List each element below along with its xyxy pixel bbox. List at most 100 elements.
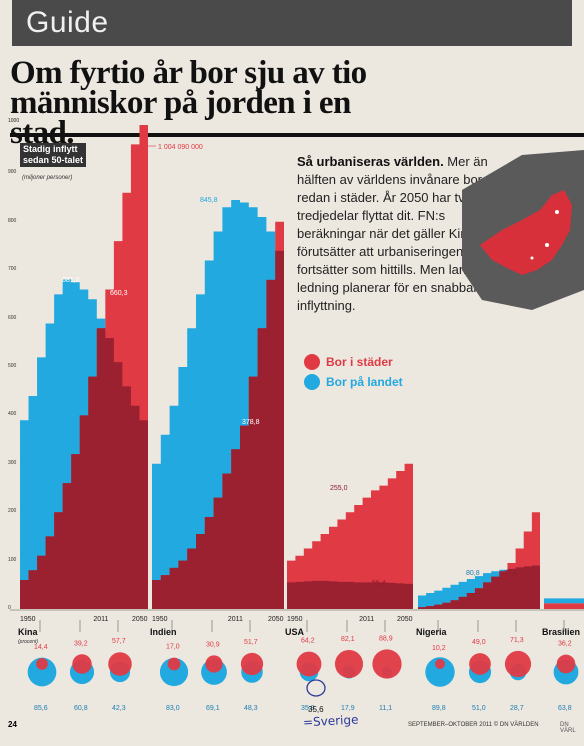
urban-share-bubble (167, 657, 181, 671)
kina-rural-peak-label: 681,0 (62, 277, 80, 284)
urban-share-label: 39,2 (74, 640, 88, 647)
rural-share-bubble (159, 657, 189, 687)
rural-share-label: 69,1 (206, 705, 220, 712)
rural-share-label: 28,7 (510, 705, 524, 712)
legend-rural: Bor på landet (304, 374, 403, 390)
urban-share-label: 30,9 (206, 641, 220, 648)
nigeria-urban-label: 77,6 (504, 570, 518, 577)
rural-share-bubble (425, 657, 455, 687)
country-label-brasilien: Brasilien (542, 627, 580, 637)
rural-share-label: 60,8 (74, 705, 88, 712)
country-label-indien: Indien (150, 627, 177, 637)
urban-share-bubble (469, 653, 491, 675)
footer-date: SEPTEMBER–OKTOBER 2011 © DN VÄRLDEN (408, 722, 539, 728)
urban-share-bubble (72, 654, 92, 674)
y-tick-label: 700 (8, 266, 17, 273)
x-tick-label: 2050 (397, 616, 413, 623)
y-tick-label: 800 (8, 217, 17, 224)
overlap-area-kina (20, 328, 148, 609)
nigeria-rural-label: 80,8 (466, 570, 480, 577)
x-tick-label: 2011 (228, 616, 243, 623)
urban-share-label: 49,0 (472, 639, 486, 646)
chart-badge: Stadig inflytt sedan 50-talet (20, 143, 87, 167)
rural-share-label: 51,0 (472, 705, 486, 712)
rural-share-label: 17,9 (341, 705, 355, 712)
y-tick-label: 500 (8, 363, 17, 369)
urban-share-label: 82,1 (341, 636, 355, 643)
intro-lead: Så urbaniseras världen. (297, 154, 444, 169)
y-tick-label: 100 (8, 556, 17, 563)
country-sublabel: (procent) (18, 639, 38, 645)
x-tick-label: 1950 (287, 616, 303, 623)
rural-share-label: 85,6 (34, 705, 48, 712)
rural-share-bubble (27, 657, 57, 687)
page-number: 24 (8, 720, 17, 729)
country-label-kina: Kina (18, 627, 38, 637)
headline-rule (10, 133, 584, 137)
legend-rural-dot (304, 374, 320, 390)
urban-share-bubble (240, 652, 264, 676)
usa-rural-label: 55,4 (372, 580, 386, 587)
rural-share-label: 11,1 (379, 705, 392, 712)
section-header-bar: Guide (12, 0, 572, 46)
x-tick-label: 2011 (93, 616, 108, 623)
x-tick-label: 2050 (268, 616, 284, 623)
country-label-nigeria: Nigeria (416, 627, 448, 637)
legend-urban-dot (304, 354, 320, 370)
urban-share-bubble (334, 649, 364, 679)
intro-text: Så urbaniseras världen. Mer än hälften a… (297, 153, 513, 315)
urban-share-label: 57,7 (112, 638, 126, 645)
y-tick-label: 400 (8, 411, 17, 418)
y-tick-label: 0 (8, 605, 11, 611)
indien-rural-peak-label: 845,8 (200, 197, 218, 204)
urban-share-label: 51,7 (244, 639, 258, 646)
urban-share-label: 71,3 (510, 637, 524, 644)
kina-end-urban-label: 1 004 090 000 (158, 144, 203, 151)
urban-share-label: 10,2 (432, 645, 446, 652)
urban-share-label: 88,9 (379, 635, 393, 642)
urban-share-bubble (504, 650, 532, 678)
overlap-area-nigeria (418, 565, 540, 609)
rural-share-label: 63,8 (558, 705, 572, 712)
urban-share-label: 17,0 (166, 644, 180, 651)
x-tick-label: 1950 (20, 616, 36, 623)
y-axis-top-label: 1000 (8, 118, 20, 124)
intro-body: Mer än hälften av världens invånare bor … (297, 154, 491, 313)
rural-share-label: 83,0 (166, 705, 180, 712)
x-tick-label: 2050 (132, 616, 148, 623)
rural-share-label: 35,8 (301, 705, 315, 712)
china-map-illustration (462, 150, 584, 310)
section-label: Guide (26, 6, 109, 39)
urban-share-label: 64,2 (301, 638, 315, 645)
urban-share-bubble (108, 652, 132, 676)
brasilien-rural-area (544, 598, 584, 604)
brasilien-urban-area (544, 603, 584, 609)
urban-share-bubble (372, 649, 402, 679)
usa-urban-label: 255,0 (330, 485, 348, 492)
badge-line-2: sedan 50-talet (23, 155, 84, 165)
urban-share-label: 36,2 (558, 641, 572, 648)
legend-urban-label: Bor i städer (326, 355, 393, 369)
footer-edge: DN VÄRL (560, 722, 576, 734)
unit-note: (miljoner personer) (22, 175, 73, 181)
sweden-circle-mark (306, 679, 326, 697)
y-tick-label: 900 (8, 169, 17, 176)
urban-area-usa (287, 463, 413, 609)
sweden-annotation: =Sverige (302, 712, 359, 730)
y-tick-label: 300 (8, 459, 17, 466)
rural-share-label: 42,3 (112, 705, 126, 712)
overlap-area-indien (152, 250, 284, 609)
y-tick-label: 600 (8, 314, 17, 321)
urban-share-bubble (556, 654, 576, 674)
rural-share-label: 89,8 (432, 705, 446, 712)
rural-share-label: 48,3 (244, 705, 258, 712)
legend-urban: Bor i städer (304, 354, 393, 370)
sweden-value: 35,6 (308, 705, 324, 714)
legend-rural-label: Bor på landet (326, 375, 403, 389)
badge-line-1: Stadig inflytt (23, 144, 78, 154)
indien-mid-label: 378,8 (242, 419, 260, 426)
urban-share-bubble (36, 658, 48, 670)
urban-share-bubble (435, 659, 445, 669)
country-label-usa: USA (285, 627, 305, 637)
